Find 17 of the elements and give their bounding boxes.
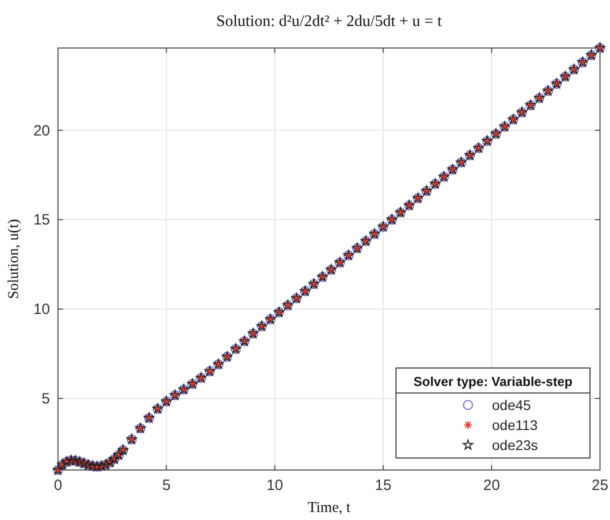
y-axis-title: Solution, u(t) [6, 218, 22, 300]
legend-label: ode23s [492, 437, 538, 453]
chart-title: Solution: d²u/2dt² + 2du/5dt + u = t [216, 13, 442, 30]
x-tick-label: 15 [374, 477, 392, 494]
y-tick-label: 5 [42, 390, 50, 408]
x-tick-label: 25 [592, 477, 608, 494]
y-tick-label: 10 [33, 301, 50, 318]
legend-label: ode45 [492, 397, 532, 413]
x-tick-label: 20 [483, 477, 500, 494]
legend-label: ode113 [492, 417, 538, 433]
x-axis-title: Time, t [308, 500, 352, 516]
x-tick-label: 0 [54, 477, 62, 494]
y-tick-label: 20 [33, 122, 50, 140]
x-tick-label: 10 [266, 477, 284, 494]
y-tick-label: 15 [33, 212, 50, 229]
x-tick-label: 5 [162, 477, 171, 494]
legend-title: Solver type: Variable-step [414, 374, 573, 389]
